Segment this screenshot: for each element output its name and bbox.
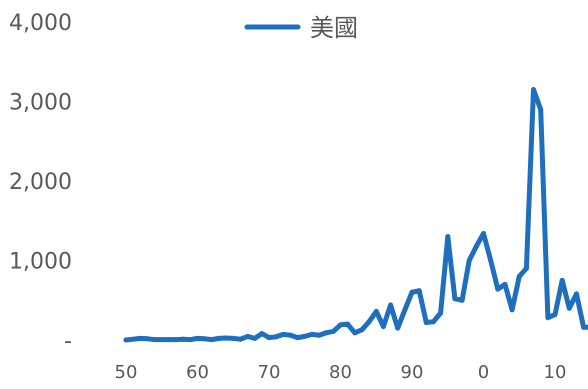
y-tick-label: 1,000 (9, 250, 72, 275)
data-point (388, 303, 393, 308)
data-point (302, 334, 307, 339)
data-point (281, 332, 286, 337)
data-point (131, 337, 136, 342)
x-tick-label: 80 (329, 362, 352, 383)
series-lines (126, 90, 588, 340)
y-tick-label: 3,000 (9, 91, 72, 116)
data-point (252, 336, 257, 341)
data-point (495, 287, 500, 292)
data-point (474, 244, 479, 249)
series-line (126, 90, 588, 340)
data-point (553, 312, 558, 317)
data-point (581, 325, 586, 330)
data-point (467, 258, 472, 263)
data-point (567, 306, 572, 311)
data-point (209, 337, 214, 342)
data-point (431, 319, 436, 324)
data-point (288, 333, 293, 338)
data-point (338, 322, 343, 327)
data-point (424, 320, 429, 325)
y-tick-label: 4,000 (9, 11, 72, 36)
data-point (460, 298, 465, 303)
data-point (274, 334, 279, 339)
x-axis-labels: 50 60 70 80 90 0 10 (115, 362, 567, 383)
legend: 美國 (247, 14, 358, 42)
data-point (402, 307, 407, 312)
data-point (166, 337, 171, 342)
y-axis-labels: - 1,000 2,000 3,000 4,000 (9, 11, 72, 354)
data-point (560, 278, 565, 283)
data-point (152, 337, 157, 342)
data-point (352, 330, 357, 335)
data-point (574, 291, 579, 296)
data-point (488, 258, 493, 263)
data-point (331, 329, 336, 334)
data-point (181, 337, 186, 342)
data-point (124, 338, 129, 343)
x-tick-label: 70 (258, 362, 281, 383)
data-point (510, 307, 515, 312)
data-point (309, 332, 314, 337)
x-tick-label: 10 (544, 362, 567, 383)
data-point (481, 231, 486, 236)
data-point (438, 311, 443, 316)
data-point (381, 324, 386, 329)
data-point (174, 337, 179, 342)
data-point (202, 336, 207, 341)
data-point (374, 309, 379, 314)
data-point (238, 337, 243, 342)
data-point (324, 330, 329, 335)
data-point (417, 288, 422, 293)
y-tick-label: 2,000 (9, 170, 72, 195)
data-point (452, 296, 457, 301)
data-point (367, 319, 372, 324)
data-point (503, 282, 508, 287)
data-point (445, 234, 450, 239)
data-point (360, 327, 365, 332)
data-point (145, 336, 150, 341)
data-point (216, 336, 221, 341)
x-tick-label: 0 (478, 362, 489, 383)
data-point (345, 322, 350, 327)
data-point (259, 331, 264, 336)
data-point (531, 87, 536, 92)
y-tick-label: - (64, 329, 72, 354)
data-point (245, 334, 250, 339)
legend-label: 美國 (310, 14, 358, 42)
data-point (545, 315, 550, 320)
x-tick-label: 90 (401, 362, 424, 383)
data-point (188, 337, 193, 342)
data-point (267, 335, 272, 340)
data-point (317, 333, 322, 338)
data-point (538, 107, 543, 112)
data-point (410, 290, 415, 295)
x-tick-label: 50 (115, 362, 138, 383)
data-point (231, 336, 236, 341)
data-point (517, 274, 522, 279)
data-point (524, 266, 529, 271)
data-point (295, 335, 300, 340)
x-tick-label: 60 (186, 362, 209, 383)
data-point (395, 326, 400, 331)
data-points (124, 87, 588, 342)
data-point (224, 336, 229, 341)
data-point (195, 336, 200, 341)
data-point (138, 336, 143, 341)
data-point (159, 337, 164, 342)
